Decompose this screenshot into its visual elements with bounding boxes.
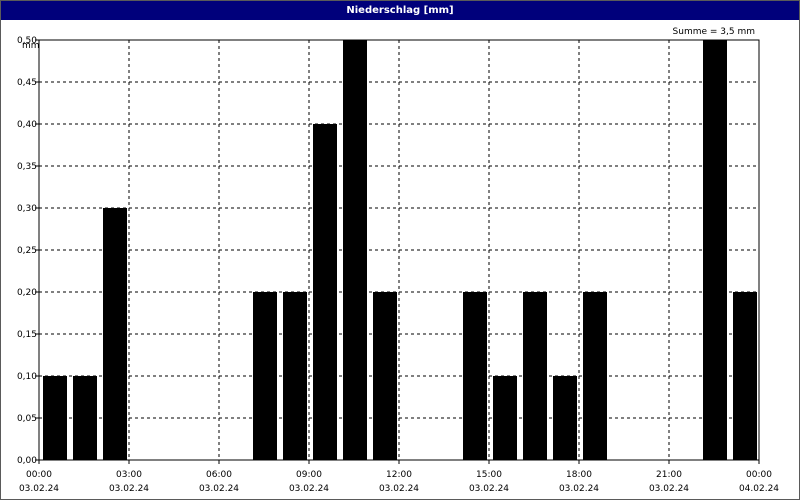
x-tick-date-label: 03.02.24 [109, 484, 149, 494]
y-tick-label: 0,20 [17, 288, 37, 298]
x-tick-date-label: 03.02.24 [19, 484, 59, 494]
x-tick-time-label: 00:00 [746, 470, 772, 480]
y-axis-unit-label: mm [22, 41, 40, 51]
x-tick-date-label: 03.02.24 [379, 484, 419, 494]
bar-1400 [463, 292, 487, 460]
y-tick-label: 0,45 [17, 78, 37, 88]
axis-labels: 0,00 0,05 0,10 0,15 0,20 0,25 0,30 0,35 0,40 0,45… [17, 36, 779, 494]
x-tick-time-label: 06:00 [206, 470, 232, 480]
plot-border [38, 39, 760, 461]
x-tick-date-label: 03.02.24 [469, 484, 509, 494]
title-bar: Niederschlag [mm] [1, 1, 799, 20]
bar-1700 [553, 376, 577, 460]
x-tick-time-label: 18:00 [566, 470, 592, 480]
x-tick-time-label: 21:00 [656, 470, 682, 480]
grid-lines [39, 39, 759, 460]
bar-0800 [283, 292, 307, 460]
y-tick-label: 0,40 [17, 120, 37, 130]
y-tick-label: 0,35 [17, 162, 37, 172]
bar-0000 [43, 376, 67, 460]
x-tick-time-label: 03:00 [116, 470, 142, 480]
y-tick-label: 0,15 [17, 330, 37, 340]
bar-0700 [253, 292, 277, 460]
bar-0100 [73, 376, 97, 460]
x-tick-date-label: 03.02.24 [649, 484, 689, 494]
x-tick-date-label: 03.02.24 [199, 484, 239, 494]
bar-2300 [733, 292, 757, 460]
bars [43, 40, 757, 460]
y-tick-label: 0,50 [17, 36, 37, 46]
y-tick-label: 0,05 [17, 414, 37, 424]
x-tick-time-label: 12:00 [386, 470, 412, 480]
axes [35, 39, 760, 464]
x-tick-date-label: 03.02.24 [289, 484, 329, 494]
y-tick-label: 0,10 [17, 372, 37, 382]
bar-1500 [493, 376, 517, 460]
bar-1600 [523, 292, 547, 460]
y-tick-label: 0,00 [17, 456, 37, 466]
x-tick-date-label: 03.02.24 [559, 484, 599, 494]
chart-title: Niederschlag [mm] [346, 5, 454, 16]
x-tick-time-label: 09:00 [296, 470, 322, 480]
sum-annotation: Summe = 3,5 mm [673, 27, 755, 37]
bar-0900 [313, 124, 337, 460]
x-tick-time-label: 00:00 [26, 470, 52, 480]
bar-2200 [703, 40, 727, 460]
bar-1800 [583, 292, 607, 460]
y-tick-label: 0,25 [17, 246, 37, 256]
x-tick-time-label: 15:00 [476, 470, 502, 480]
bar-1000 [343, 40, 367, 460]
y-tick-label: 0,30 [17, 204, 37, 214]
bar-0200 [103, 208, 127, 460]
bar-1100 [373, 292, 397, 460]
x-tick-date-label: 04.02.24 [739, 484, 779, 494]
